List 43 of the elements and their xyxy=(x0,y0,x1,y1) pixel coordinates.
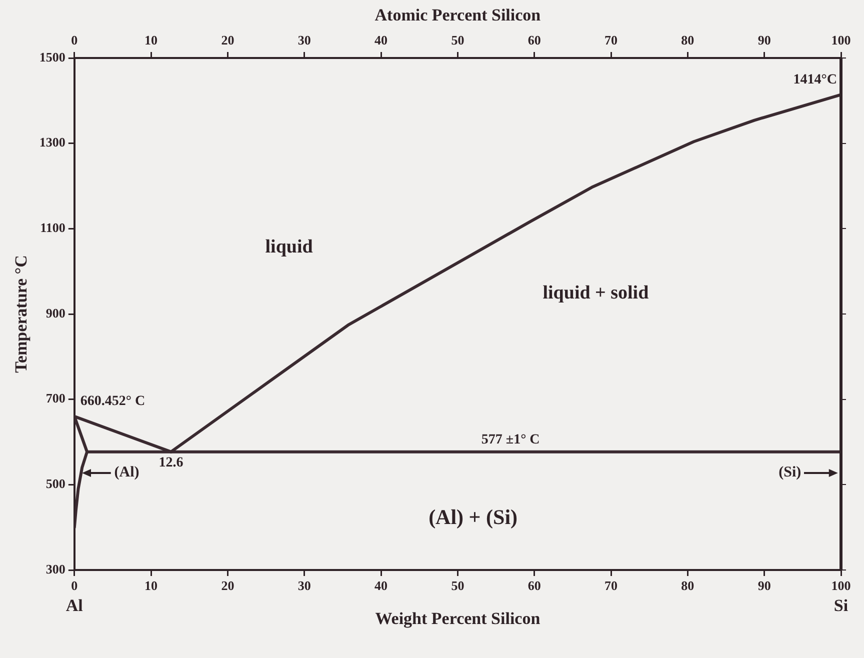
annotation: (Si) xyxy=(778,464,802,481)
annotation: Si xyxy=(834,596,848,615)
x2-tick-label: 90 xyxy=(758,32,771,48)
annotation: (Al) xyxy=(114,464,140,481)
annotation: 577 ±1° C xyxy=(481,432,540,448)
x-tick-label: 70 xyxy=(604,578,618,594)
annotation: (Al) + (Si) xyxy=(428,505,518,530)
y-tick-label: 500 xyxy=(46,476,66,492)
x2-tick-label: 60 xyxy=(528,32,541,48)
y-tick-label: 1500 xyxy=(39,49,66,64)
x2-tick-label: 70 xyxy=(604,32,618,48)
x2-tick-label: 30 xyxy=(298,32,311,48)
x2-axis-title: Atomic Percent Silicon xyxy=(374,6,542,25)
x-tick-label: 40 xyxy=(374,578,388,594)
x-tick-label: 90 xyxy=(758,578,771,594)
annotation: 660.452° C xyxy=(80,394,146,410)
x-tick-label: 100 xyxy=(831,578,851,594)
x-tick-label: 50 xyxy=(451,578,464,594)
annotation: liquid + solid xyxy=(542,282,650,304)
x-tick-label: 0 xyxy=(71,578,78,594)
annotation: 12.6 xyxy=(158,455,184,470)
x-tick-label: 80 xyxy=(681,578,694,594)
x2-tick-label: 10 xyxy=(144,32,158,48)
x2-tick-label: 40 xyxy=(374,32,388,48)
y-tick-label: 900 xyxy=(46,305,66,320)
x-tick-label: 60 xyxy=(528,578,541,594)
y-tick-label: 700 xyxy=(46,390,66,406)
y-tick-label: 300 xyxy=(46,561,66,576)
y-axis-title: Temperature °C xyxy=(12,255,31,373)
x-tick-label: 10 xyxy=(144,578,158,594)
annotation: Al xyxy=(66,596,84,615)
x2-tick-label: 80 xyxy=(681,32,694,48)
y-tick-label: 1300 xyxy=(39,134,66,150)
x-axis-title: Weight Percent Silicon xyxy=(375,609,541,628)
x2-tick-label: 20 xyxy=(221,32,234,48)
annotation: 1414°C xyxy=(793,72,837,88)
x2-tick-label: 50 xyxy=(451,32,464,48)
x-tick-label: 30 xyxy=(298,578,311,594)
annotation: liquid xyxy=(265,236,314,258)
x-tick-label: 20 xyxy=(221,578,234,594)
x2-tick-label: 0 xyxy=(71,32,78,48)
y-tick-label: 1100 xyxy=(40,220,66,236)
x2-tick-label: 100 xyxy=(831,32,851,48)
